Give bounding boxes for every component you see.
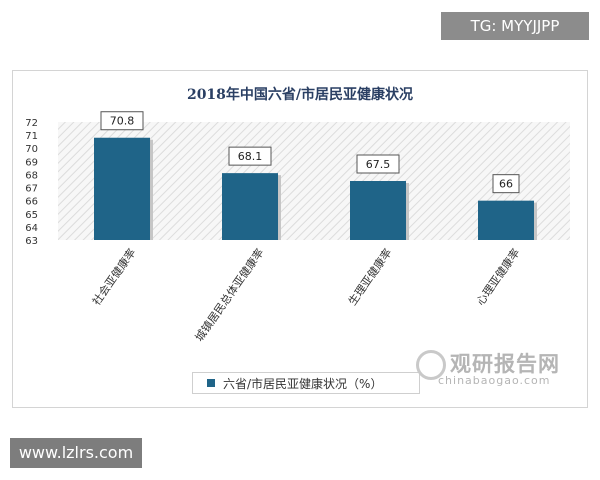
data-label: 67.5 — [366, 158, 391, 171]
brand-name: 观研报告网 — [450, 352, 560, 376]
bar — [222, 173, 278, 240]
brand-watermark: 观研报告网 chinabaogao.com — [416, 348, 566, 390]
y-tick-label: 72 — [25, 118, 38, 129]
legend: 六省/市居民亚健康状况（%） — [192, 372, 420, 394]
data-label: 70.8 — [110, 115, 135, 128]
x-tick-label: 心理亚健康率 — [473, 246, 522, 308]
brand-logo-icon — [416, 350, 446, 380]
x-tick-label: 社会亚健康率 — [89, 246, 138, 308]
y-tick-label: 69 — [25, 157, 38, 168]
x-tick-label: 生理亚健康率 — [345, 246, 394, 308]
bar — [350, 181, 406, 240]
y-tick-label: 70 — [25, 144, 38, 155]
y-tick-label: 66 — [25, 197, 38, 208]
brand-url: chinabaogao.com — [438, 374, 551, 387]
bar — [478, 200, 534, 240]
data-label-box — [356, 154, 400, 174]
legend-label: 六省/市居民亚健康状况（%） — [223, 376, 383, 391]
y-tick-label: 65 — [25, 210, 38, 221]
legend-swatch — [207, 379, 215, 387]
y-tick-label: 64 — [25, 223, 38, 234]
y-tick-label: 63 — [25, 236, 38, 247]
data-label-box — [492, 174, 520, 194]
x-tick-label: 城镇居民总体亚健康率 — [192, 246, 267, 344]
y-tick-label: 67 — [25, 184, 38, 195]
data-label: 66 — [499, 178, 513, 191]
watermark-tg: TG: MYYJJPP — [441, 12, 589, 40]
data-label-box — [228, 146, 272, 166]
data-label: 68.1 — [238, 150, 263, 163]
watermark-site: www.lzlrs.com — [10, 438, 142, 468]
y-tick-label: 71 — [25, 131, 38, 142]
bar — [94, 137, 150, 240]
chart-title: 2018年中国六省/市居民亚健康状况 — [186, 87, 414, 103]
data-label-box — [100, 111, 144, 131]
y-tick-label: 68 — [25, 170, 38, 181]
